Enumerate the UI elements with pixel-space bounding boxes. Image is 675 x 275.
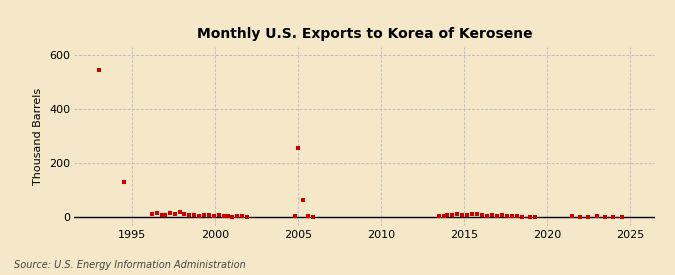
Point — [193, 214, 204, 218]
Point — [477, 213, 487, 218]
Point — [512, 214, 522, 218]
Point — [462, 213, 472, 217]
Point — [439, 214, 450, 218]
Point — [502, 214, 512, 218]
Point — [293, 145, 304, 150]
Point — [175, 210, 186, 214]
Point — [232, 214, 242, 218]
Point — [218, 214, 229, 219]
Point — [198, 213, 209, 217]
Point — [507, 214, 518, 219]
Point — [213, 213, 224, 218]
Point — [223, 214, 234, 218]
Point — [152, 211, 163, 216]
Point — [467, 211, 478, 216]
Point — [608, 214, 619, 219]
Point — [525, 214, 536, 219]
Point — [516, 214, 527, 219]
Point — [566, 214, 577, 219]
Point — [457, 213, 468, 218]
Point — [497, 213, 508, 218]
Point — [492, 214, 503, 218]
Point — [447, 213, 458, 217]
Point — [157, 213, 167, 218]
Point — [203, 213, 214, 218]
Point — [184, 213, 194, 218]
Point — [188, 213, 199, 217]
Point — [302, 214, 313, 218]
Point — [482, 214, 493, 218]
Y-axis label: Thousand Barrels: Thousand Barrels — [33, 87, 43, 185]
Point — [236, 214, 247, 219]
Title: Monthly U.S. Exports to Korea of Kerosene: Monthly U.S. Exports to Korea of Kerosen… — [196, 28, 533, 42]
Point — [434, 214, 445, 219]
Point — [583, 214, 594, 219]
Point — [170, 211, 181, 216]
Point — [599, 214, 610, 219]
Point — [146, 212, 157, 216]
Point — [452, 212, 463, 216]
Point — [530, 214, 541, 219]
Point — [616, 214, 627, 219]
Point — [226, 214, 237, 219]
Point — [591, 214, 602, 219]
Point — [208, 214, 219, 218]
Point — [290, 214, 300, 218]
Point — [165, 210, 176, 215]
Point — [94, 68, 105, 73]
Point — [242, 214, 252, 219]
Point — [442, 213, 453, 218]
Point — [472, 212, 483, 216]
Point — [119, 180, 130, 184]
Point — [308, 214, 319, 219]
Point — [487, 213, 497, 217]
Point — [178, 212, 189, 216]
Text: Source: U.S. Energy Information Administration: Source: U.S. Energy Information Administ… — [14, 260, 245, 270]
Point — [574, 214, 585, 219]
Point — [160, 213, 171, 217]
Point — [298, 197, 308, 202]
